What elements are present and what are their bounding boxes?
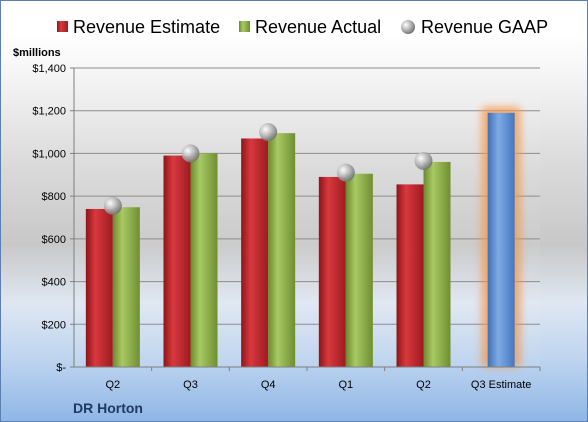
company-name: DR Horton: [73, 400, 143, 416]
marker-revenue-gaap: [181, 144, 200, 163]
legend-swatch-estimate: [57, 21, 68, 32]
bar-revenue-actual: [190, 153, 218, 367]
x-tick-label: Q4: [261, 379, 276, 391]
legend-item-actual: Revenue Actual: [239, 17, 381, 37]
x-tick-label: Q2: [416, 379, 431, 391]
legend-label-actual: Revenue Actual: [255, 17, 381, 37]
y-tick-label: $1,400: [32, 63, 66, 75]
x-tick-label: Q1: [338, 379, 353, 391]
marker-revenue-gaap: [103, 196, 122, 215]
y-tick-label: $800: [42, 191, 66, 203]
bar-revenue-estimate: [85, 208, 113, 367]
y-axis-ticks: $- $200 $400 $600 $800 $1,000 $1,200 $1,400: [32, 63, 74, 374]
legend-marker-gaap: [401, 20, 415, 34]
bar-revenue-estimate: [396, 184, 424, 367]
plot-area: [74, 68, 540, 367]
bar-revenue-estimate: [318, 176, 346, 367]
y-tick-label: $1,200: [32, 106, 66, 118]
legend-item-estimate: Revenue Estimate: [57, 17, 220, 37]
bar-revenue-actual: [345, 173, 373, 367]
data-marks: [85, 106, 521, 367]
x-axis-ticks: Q2 Q3 Q4 Q1 Q2 Q3 Estimate: [105, 367, 541, 391]
y-tick-label: $600: [42, 234, 66, 246]
bar-revenue-actual: [423, 161, 451, 367]
y-tick-label: $1,000: [32, 148, 66, 160]
bar-revenue-actual: [112, 207, 140, 367]
y-tick-label: $200: [42, 319, 66, 331]
legend-label-gaap: Revenue GAAP: [421, 17, 548, 37]
y-axis-unit-label: $millions: [13, 47, 61, 59]
y-tick-label: $400: [42, 277, 66, 289]
legend-label-estimate: Revenue Estimate: [73, 17, 220, 37]
bar-forecast-estimate: [487, 112, 515, 367]
x-tick-label: Q3: [183, 379, 198, 391]
marker-revenue-gaap: [259, 123, 278, 142]
marker-revenue-gaap: [336, 163, 355, 182]
legend: Revenue Estimate Revenue Actual Revenue …: [57, 17, 548, 37]
legend-item-gaap: Revenue GAAP: [401, 17, 548, 37]
bar-revenue-estimate: [241, 138, 269, 367]
legend-swatch-actual: [239, 21, 250, 32]
marker-revenue-gaap: [414, 151, 433, 170]
gridlines: [74, 67, 540, 325]
x-tick-label: Q2: [105, 379, 120, 391]
bar-revenue-actual: [268, 133, 296, 367]
y-tick-label: $-: [56, 362, 66, 374]
x-tick-label: Q3 Estimate: [471, 379, 532, 391]
bar-revenue-estimate: [163, 155, 191, 367]
